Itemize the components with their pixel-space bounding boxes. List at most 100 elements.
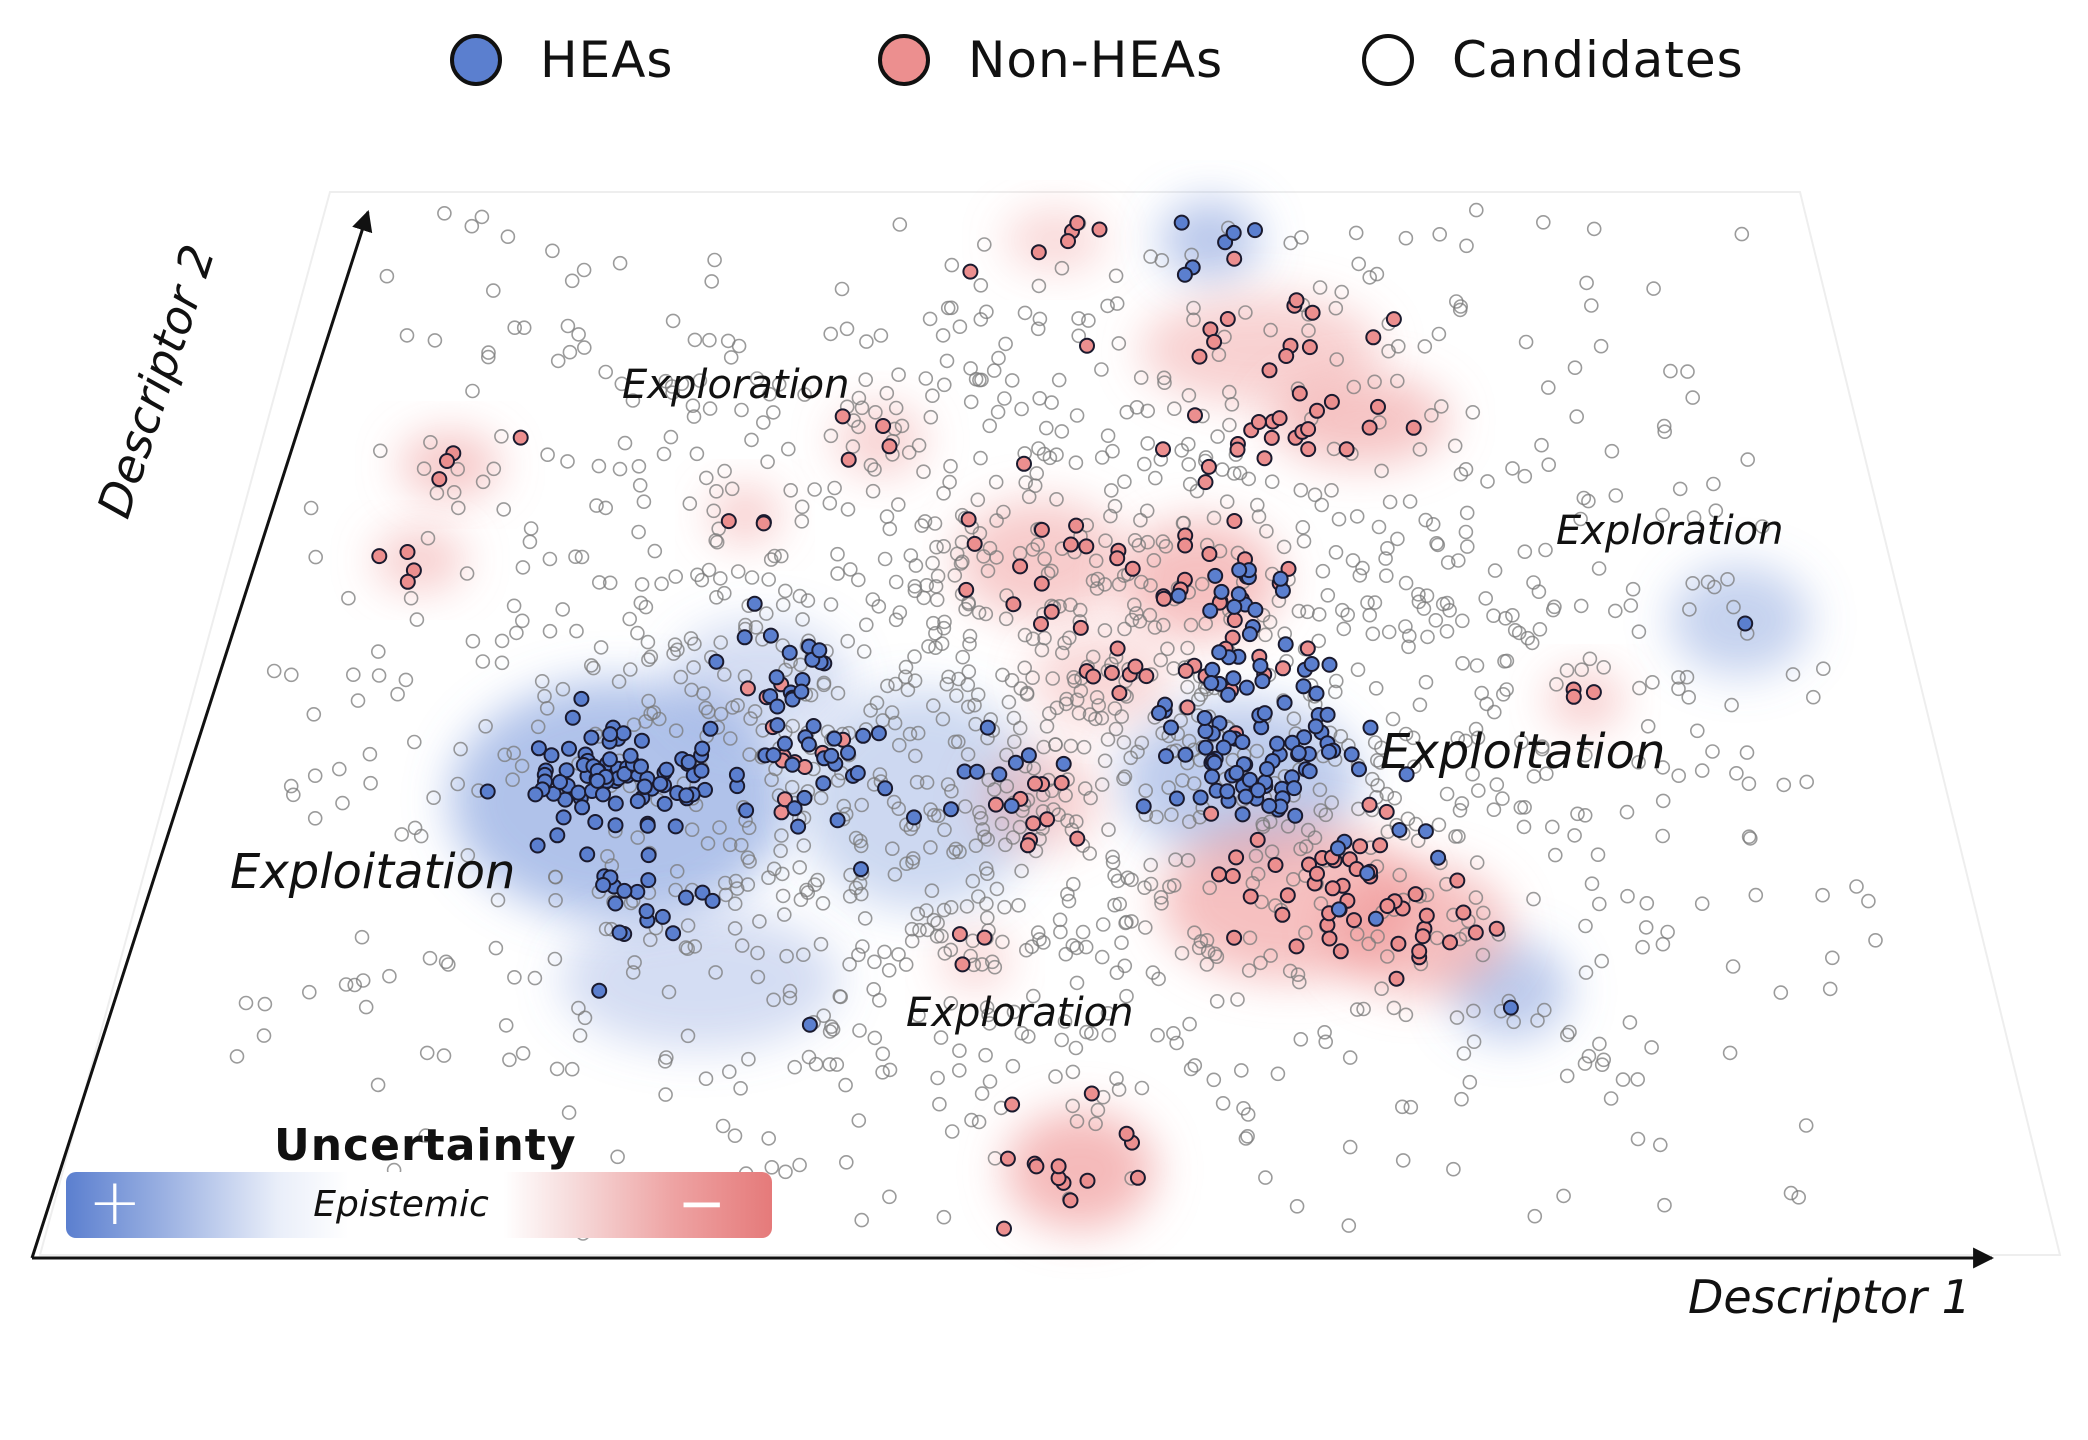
hea-point [1211, 644, 1228, 661]
candidate-point [867, 462, 882, 477]
candidate-point [1318, 1034, 1333, 1050]
candidate-point [548, 869, 563, 885]
candidate-point [1124, 914, 1139, 929]
minus-icon: − [677, 1169, 726, 1237]
candidate-point [1276, 539, 1292, 555]
candidate-point [478, 718, 493, 734]
candidate-point [1100, 428, 1116, 444]
hea-point [601, 751, 618, 768]
candidate-point [1107, 868, 1122, 883]
candidate-point [1646, 281, 1661, 296]
candidate-point [775, 597, 791, 613]
candidate-point [723, 350, 739, 365]
candidate-point [1242, 930, 1258, 946]
candidate-point [1156, 370, 1172, 386]
candidate-point [502, 1052, 517, 1068]
region-label-exploration: Exploration [906, 990, 1134, 1036]
non-hea-point [966, 535, 983, 552]
candidate-point [982, 1016, 997, 1031]
candidate-point [1051, 372, 1067, 388]
candidate-point [1791, 1190, 1806, 1205]
candidate-point [1292, 974, 1307, 990]
candidate-point [1209, 993, 1225, 1009]
hea-point [1219, 783, 1236, 800]
non-hea-point [1370, 398, 1386, 415]
candidate-point [970, 492, 986, 508]
candidate-point [997, 391, 1012, 406]
candidate-point [1562, 1024, 1577, 1040]
candidate-point [283, 667, 299, 683]
candidate-point [1541, 380, 1556, 395]
candidate-point [1143, 876, 1159, 892]
candidate-point [542, 551, 558, 567]
candidate-point [997, 837, 1013, 853]
candidate-point [775, 888, 791, 904]
candidate-point [904, 933, 920, 949]
candidate-point [713, 635, 729, 650]
candidate-point [767, 548, 782, 564]
hea-point [786, 800, 803, 817]
candidate-point [1825, 950, 1840, 966]
hea-point [1247, 222, 1263, 239]
candidate-point [630, 625, 645, 641]
candidate-point [755, 415, 771, 430]
hea-point [746, 595, 763, 612]
candidate-point [1798, 1118, 1814, 1133]
candidate-point [980, 563, 996, 579]
candidate-point [1663, 363, 1678, 379]
non-hea-point [1083, 1085, 1100, 1102]
candidate-point [399, 328, 415, 343]
non-hea-point [1385, 311, 1402, 328]
candidate-point [1517, 544, 1533, 560]
candidate-point [1655, 828, 1670, 844]
candidate-point [822, 1057, 838, 1072]
candidate-point [962, 628, 978, 644]
candidate-point [1452, 802, 1468, 818]
candidate-point [1694, 896, 1710, 912]
candidate-point [600, 848, 615, 864]
candidate-point [1386, 1000, 1402, 1016]
candidate-point [1574, 662, 1589, 678]
candidate-point [1063, 597, 1078, 613]
candidate-point [238, 995, 254, 1011]
candidate-point [1466, 1034, 1482, 1049]
candidate-point [643, 649, 659, 665]
non-hea-point [1250, 414, 1267, 430]
candidate-point [564, 273, 580, 289]
candidate-point [633, 595, 649, 611]
candidate-point [1449, 294, 1464, 309]
candidate-point [858, 617, 874, 633]
candidate-point [1506, 1014, 1521, 1030]
candidate-point [678, 940, 694, 955]
hea-point [1308, 685, 1325, 702]
legend-label-non-heas: Non-HEAs [968, 31, 1224, 89]
candidate-point [1799, 774, 1814, 790]
candidate-point [686, 409, 702, 424]
candidate-point [1049, 491, 1064, 507]
non-hea-point [1271, 410, 1288, 427]
candidate-point [940, 777, 956, 792]
candidate-point [446, 484, 462, 500]
candidate-point [560, 318, 576, 334]
candidate-point [1065, 938, 1081, 953]
candidate-point [1193, 934, 1209, 949]
candidate-point [1439, 623, 1455, 639]
candidate-point [807, 482, 822, 497]
candidate-point [403, 590, 419, 606]
non-hea-point [1361, 419, 1378, 436]
hea-point [736, 629, 753, 646]
candidate-point [1061, 893, 1077, 909]
candidate-point [1593, 338, 1609, 354]
candidate-point [1048, 1069, 1063, 1084]
candidate-point [924, 883, 940, 899]
candidate-point [1037, 551, 1052, 567]
candidate-point [1124, 872, 1139, 888]
candidate-point [1180, 679, 1195, 695]
candidate-point [928, 625, 943, 641]
candidate-point [733, 1081, 748, 1096]
candidate-point [1367, 735, 1383, 750]
candidate-point [1785, 667, 1801, 682]
candidate-point [354, 929, 370, 945]
candidate-point [1085, 649, 1101, 665]
candidate-point [1454, 796, 1470, 811]
